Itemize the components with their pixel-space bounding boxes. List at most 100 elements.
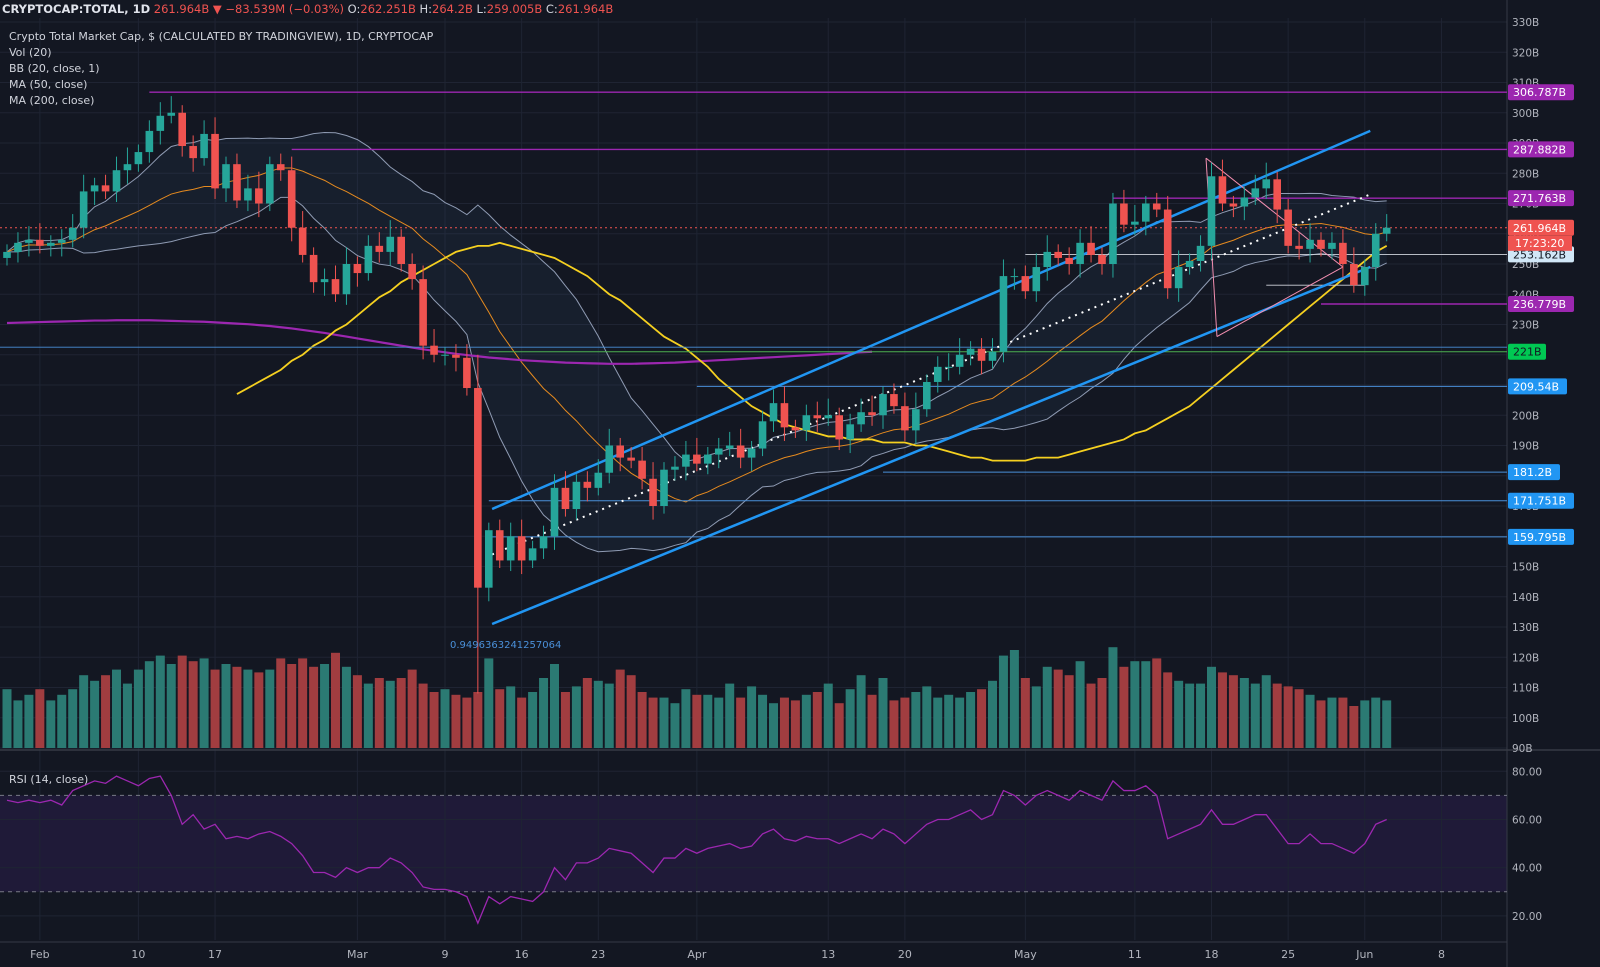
price-tick-label: 90B xyxy=(1512,743,1533,755)
volume-bar xyxy=(790,700,800,748)
candle-body xyxy=(868,412,876,416)
price-tick-label: 140B xyxy=(1512,592,1539,604)
volume-bar xyxy=(199,658,209,748)
candle-body xyxy=(331,279,340,295)
channel-lower xyxy=(491,265,1371,626)
volume-bar xyxy=(396,678,406,748)
candle-body xyxy=(1142,203,1150,222)
legend-bollinger[interactable]: BB (20, close, 1) xyxy=(9,62,100,75)
legend-volume[interactable]: Vol (20) xyxy=(9,46,52,59)
volume-bar xyxy=(648,697,658,748)
volume-bar xyxy=(560,692,570,748)
candle-body xyxy=(561,487,570,510)
volume-bar xyxy=(637,692,647,748)
price-label-text: 236.779B xyxy=(1513,298,1566,311)
volume-bar xyxy=(298,658,308,748)
candle-body xyxy=(1218,176,1227,204)
candle-body xyxy=(1229,203,1238,207)
candle-body xyxy=(714,448,723,455)
volume-bar xyxy=(1250,683,1260,748)
candle-body xyxy=(769,403,778,422)
volume-bar xyxy=(287,664,297,748)
candle-body xyxy=(123,164,132,171)
volume-bar xyxy=(1217,672,1227,748)
candle-body xyxy=(999,276,1008,352)
volume-bar xyxy=(1382,700,1392,748)
price-label-bg xyxy=(1508,141,1574,158)
volume-bar xyxy=(1283,686,1293,748)
volume-bars xyxy=(2,647,1392,748)
candle-body xyxy=(90,185,99,192)
time-tick-label: 13 xyxy=(821,948,835,961)
candle-body xyxy=(1328,242,1336,249)
candle-body xyxy=(572,481,581,510)
candle-body xyxy=(375,245,384,252)
candle-body xyxy=(145,130,154,153)
volume-bar xyxy=(823,683,833,748)
price-label-bg xyxy=(1508,378,1567,395)
candle-body xyxy=(1021,276,1030,292)
legend-rsi[interactable]: RSI (14, close) xyxy=(9,773,89,786)
volume-bar xyxy=(221,664,231,748)
volume-bar xyxy=(265,669,275,748)
volume-bar xyxy=(1130,661,1140,748)
volume-bar xyxy=(593,680,603,748)
volume-bar xyxy=(659,697,669,748)
candle-body xyxy=(167,112,176,116)
symbol-label[interactable]: CRYPTOCAP:TOTAL, 1D xyxy=(2,2,151,16)
volume-bar xyxy=(166,664,176,748)
volume-bar xyxy=(385,680,395,748)
volume-bar xyxy=(429,692,439,748)
candles xyxy=(3,96,1391,694)
time-tick-label: 23 xyxy=(591,948,605,961)
price-label-bg xyxy=(1508,219,1574,236)
candle-body xyxy=(901,406,909,431)
volume-bar xyxy=(1064,675,1074,748)
candle-body xyxy=(485,530,493,588)
candle-body xyxy=(320,279,329,283)
price-tick-label: 190B xyxy=(1512,441,1539,453)
legend-ma50[interactable]: MA (50, close) xyxy=(9,78,88,91)
candle-body xyxy=(966,348,975,355)
candle-body xyxy=(725,445,734,449)
volume-bar xyxy=(1119,666,1129,748)
volume-bar xyxy=(101,675,111,748)
candle-body xyxy=(506,536,515,561)
candle-body xyxy=(539,536,548,549)
candle-body xyxy=(791,427,800,431)
candle-body xyxy=(47,242,55,246)
legend-ma200[interactable]: MA (200, close) xyxy=(9,94,95,107)
candle-body xyxy=(605,445,614,473)
candle-body xyxy=(1043,251,1052,268)
price-label-text: 171.751B xyxy=(1513,495,1566,508)
price-label-text: 261.964B xyxy=(1513,222,1566,235)
volume-bar xyxy=(1327,697,1337,748)
volume-bar xyxy=(539,678,549,748)
candle-body xyxy=(660,469,668,506)
volume-bar xyxy=(1141,661,1151,748)
candle-body xyxy=(616,445,624,458)
candle-body xyxy=(79,191,88,228)
chart-title[interactable]: Crypto Total Market Cap, $ (CALCULATED B… xyxy=(9,30,434,43)
candle-body xyxy=(1196,245,1205,261)
candle-body xyxy=(68,227,77,240)
candle-body xyxy=(397,236,405,264)
volume-bar xyxy=(955,697,965,748)
candle-body xyxy=(1371,233,1380,268)
volume-bar xyxy=(363,683,373,748)
candle-body xyxy=(517,536,526,561)
volume-bar xyxy=(341,666,351,748)
price-change: ▼ −83.539M (−0.03%) xyxy=(212,2,344,16)
volume-bar xyxy=(703,694,713,748)
candle-body xyxy=(1295,245,1303,249)
volume-bar xyxy=(79,675,89,748)
candle-body xyxy=(463,357,471,389)
volume-bar xyxy=(1196,683,1206,748)
candle-body xyxy=(912,409,920,431)
volume-bar xyxy=(155,655,165,748)
rsi-tick-label: 40.00 xyxy=(1512,863,1542,875)
candle-body xyxy=(495,530,504,561)
price-tick-label: 330B xyxy=(1512,17,1539,29)
volume-bar xyxy=(451,694,461,748)
